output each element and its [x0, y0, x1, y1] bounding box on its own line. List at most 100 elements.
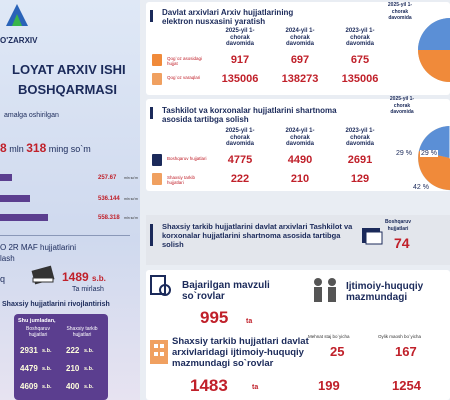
value: 8	[0, 141, 7, 155]
marker	[150, 10, 153, 22]
cell-value: 697	[290, 54, 310, 66]
restore-value: 1489 s.b.	[62, 270, 106, 284]
pie-label: 29 %	[420, 150, 438, 157]
table-cell: 4609	[20, 382, 38, 391]
folder-icon	[362, 228, 383, 245]
table-caption: Shu jumladan,	[18, 318, 56, 324]
column-header: 2023-yil 1-chorak davomida	[345, 128, 375, 147]
bar-unit: mln so'm	[124, 216, 138, 220]
column-header: 2023-yil 1-chorak davomida	[345, 28, 375, 47]
value: 74	[394, 235, 410, 251]
row-label: Boshqaruv hujjatlari	[167, 156, 207, 161]
caption: amalga oshirilgan	[4, 112, 59, 119]
table-header: Boshqaruv hujjatlari	[26, 326, 50, 338]
row-icon	[152, 154, 162, 166]
card	[146, 270, 450, 400]
column-header: 2024-yil 1-chorak davomida	[285, 128, 315, 147]
divider	[0, 235, 130, 236]
table-cell: s.b.	[42, 384, 52, 390]
table-cell: s.b.	[42, 366, 52, 372]
row-label: Shaxsiy tarkib hujjatlari	[167, 175, 196, 185]
bar-value: 257.67	[98, 175, 117, 181]
people-icon	[314, 278, 336, 302]
title: BOSHQARMASI	[18, 82, 117, 97]
value: 1483	[190, 376, 228, 395]
card-title: Davlat arxivlari Arxiv hujjatlarining el…	[162, 8, 294, 26]
section-title: O 2R MAF hujjatlarini	[0, 243, 77, 252]
bar-value: 558.318	[98, 215, 120, 221]
cell-value: 138273	[281, 73, 319, 85]
value: 1254	[392, 378, 421, 393]
card-title: Bajarilgan mavzuli so`rovlar	[182, 280, 270, 302]
value: 25	[330, 344, 345, 359]
value: 995	[200, 308, 229, 327]
table	[14, 314, 108, 400]
pie-caption: 2025-yil 1-chorak davomida	[387, 2, 413, 21]
bar-unit: mln so'm	[124, 176, 138, 180]
unit: ta	[252, 384, 259, 391]
pie-caption: 2025-yil 1-chorak davomida	[389, 96, 415, 115]
row-icon	[152, 73, 162, 85]
marker	[150, 107, 153, 119]
table-cell: 210	[66, 364, 80, 373]
pie-label: 29 %	[395, 150, 413, 157]
column-header: 2024-yil 1-chorak davomida	[285, 28, 315, 47]
table-cell: s.b.	[84, 384, 94, 390]
card-title: Shaxsiy tarkib hujjatlarini davlat arxiv…	[162, 222, 353, 249]
table-cell: 2931	[20, 346, 38, 355]
card	[146, 99, 450, 191]
row-label: Qog`oz varaqlari	[167, 75, 201, 80]
cell-value: 210	[290, 173, 310, 185]
column-header: 2025-yil 1-chorak davomida	[225, 28, 255, 47]
cell-value: 675	[350, 54, 370, 66]
label: Boshqaruv hujjatlari	[384, 219, 412, 232]
cell-value: 4775	[227, 154, 253, 166]
marker	[150, 224, 153, 246]
pie-label: 42 %	[413, 184, 429, 191]
book-icon	[31, 265, 55, 285]
label: Mehnat staj bo`yicha	[308, 334, 350, 339]
value: 199	[318, 378, 340, 393]
row-label: Qog`oz asosidagi hujjat	[167, 56, 203, 66]
doc-icon	[150, 275, 171, 296]
bar-unit: mln so'm	[124, 197, 138, 201]
cell-value: 2691	[347, 154, 373, 166]
title: LOYAT ARXIV ISHI	[12, 62, 126, 77]
prefix: q	[0, 274, 6, 284]
section-title: lash	[0, 254, 15, 263]
cell-value: 135006	[341, 73, 379, 85]
logo-text: O'ZARXIV	[0, 36, 38, 45]
table-cell: 222	[66, 346, 80, 355]
table-header: Shaxsiy tarkib hujjatlari	[66, 326, 98, 338]
value: 318	[26, 141, 47, 155]
building-icon	[150, 340, 168, 364]
table-cell: s.b.	[84, 348, 94, 354]
revenue: 8 mln 318 ming so`m	[0, 141, 91, 155]
cell-value: 917	[230, 54, 250, 66]
card-title: Shaxsiy tarkib hujjatlari davlat arxivla…	[172, 336, 309, 369]
cell-value: 4490	[287, 154, 313, 166]
table-cell: 400	[66, 382, 80, 391]
cell-value: 222	[230, 173, 250, 185]
value: 1489	[62, 270, 89, 284]
table-cell: s.b.	[42, 348, 52, 354]
bar	[0, 195, 30, 202]
restore-label: Ta mirlash	[72, 286, 104, 293]
bar	[0, 174, 12, 181]
card	[146, 2, 450, 95]
bar	[0, 214, 48, 221]
unit: s.b.	[92, 274, 106, 283]
table-cell: 4479	[20, 364, 38, 373]
table-cell: s.b.	[84, 366, 94, 372]
unit: ta	[246, 318, 253, 325]
unit: ming so`m	[48, 144, 91, 154]
card-title: Tashkilot va korxonalar hujjatlarini sha…	[162, 106, 337, 124]
value: 167	[395, 344, 417, 359]
label: Oylik maosh bo`yicha	[378, 334, 422, 339]
cell-value: 129	[350, 173, 370, 185]
column-header: 2025-yil 1-chorak davomida	[225, 128, 255, 147]
pie-chart	[418, 18, 450, 82]
row-icon	[152, 54, 162, 66]
logo-icon	[6, 4, 28, 26]
